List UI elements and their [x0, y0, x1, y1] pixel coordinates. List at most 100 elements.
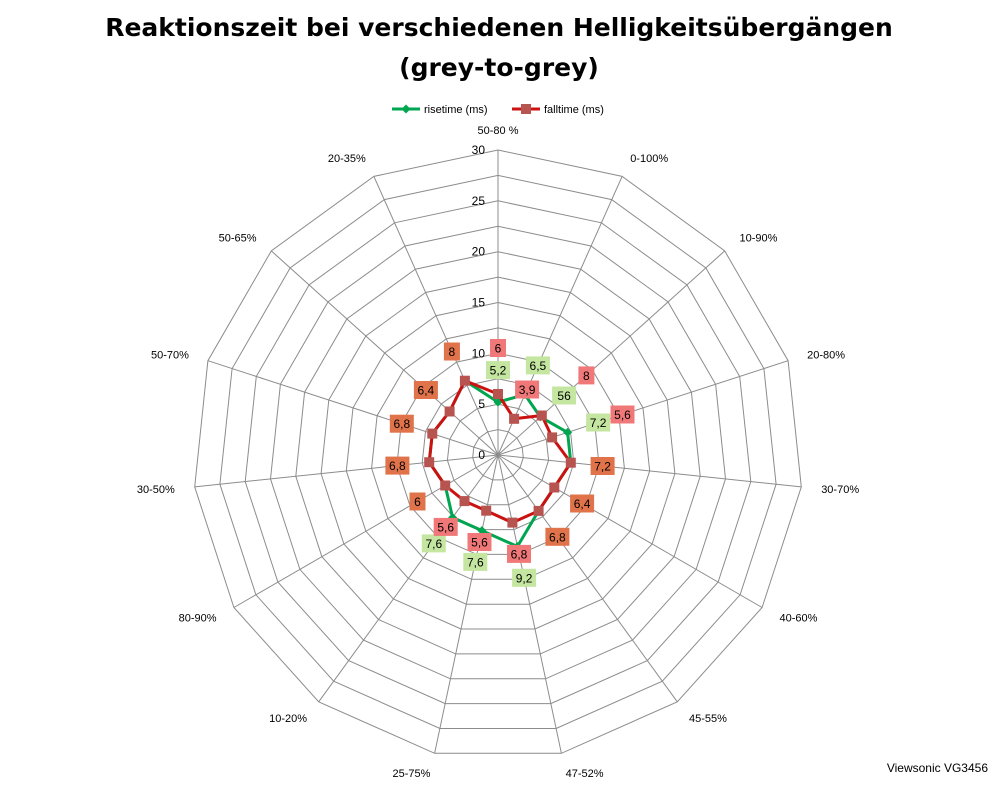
grid-spoke [318, 454, 499, 703]
data-label-box [389, 414, 414, 433]
grid-spoke [497, 360, 789, 456]
data-label-box [486, 361, 510, 380]
category-label: 30-50% [137, 484, 175, 496]
grid-spoke [497, 454, 763, 608]
falltime-marker [507, 517, 518, 528]
r-tick-label: 0 [478, 448, 485, 462]
grid-ring [421, 378, 575, 531]
category-label: 20-80% [807, 350, 845, 362]
data-label-box [507, 544, 531, 563]
data-label: 7,6 [425, 537, 442, 551]
category-label: 0-100% [630, 153, 668, 165]
data-label-box [421, 534, 446, 553]
falltime-marker [493, 389, 503, 399]
falltime-marker [481, 505, 492, 516]
r-tick-label: 25 [472, 194, 486, 208]
legend: risetime (ms) falltime (ms) [392, 104, 604, 116]
series-line-1 [427, 379, 573, 525]
grid-spoke [497, 454, 802, 488]
category-label: 30-70% [821, 484, 859, 496]
risetime-marker [563, 427, 573, 437]
data-label: 6,8 [511, 547, 528, 561]
falltime-marker [547, 432, 558, 443]
credit-text: Viewsonic VG3456 [886, 761, 988, 775]
r-tick-label: 20 [472, 245, 486, 259]
category-label: 50-80 % [478, 125, 519, 137]
data-label: 6,8 [393, 417, 410, 431]
data-label: 6,4 [574, 497, 591, 511]
category-label: 45-55% [689, 713, 727, 725]
data-label: 6,8 [549, 530, 566, 544]
radar-grid [194, 149, 802, 754]
grid-ring [396, 352, 600, 555]
data-label: 6 [414, 495, 421, 509]
r-tick-label: 5 [478, 397, 485, 411]
falltime-marker [533, 505, 544, 516]
chart-subtitle: (grey-to-grey) [399, 53, 599, 82]
r-tick-label: 15 [472, 296, 486, 310]
falltime-marker [427, 428, 438, 439]
falltime-marker [509, 413, 520, 424]
grid-ring [345, 301, 651, 605]
falltime-marker [459, 375, 470, 386]
data-label-box [578, 366, 595, 385]
data-label-box [512, 568, 537, 587]
data-label-box [545, 527, 570, 546]
falltime-marker [565, 457, 576, 468]
grid-ring [472, 429, 524, 481]
category-label: 25-75% [392, 768, 430, 780]
data-label: 5,2 [490, 364, 507, 378]
grid-spoke [373, 176, 499, 456]
grid-ring [194, 149, 802, 754]
grid-ring [295, 251, 701, 655]
falltime-marker [459, 496, 470, 507]
category-label: 40-60% [780, 613, 818, 625]
category-label: 10-20% [269, 713, 307, 725]
r-tick-label: 30 [472, 143, 486, 157]
category-label: 50-65% [219, 233, 257, 245]
falltime-marker [549, 482, 560, 493]
data-label-box [610, 405, 635, 424]
legend-label-0: risetime (ms) [424, 104, 488, 116]
radial-axis-ticks: 0 5 10 15 20 25 30 [472, 143, 486, 462]
data-label-box [552, 386, 577, 405]
data-label-box [409, 492, 426, 511]
data-label-box [413, 381, 438, 399]
data-label: 3,9 [519, 383, 536, 397]
data-labels: 5,266,53,9 5687,25,67,26,46,89,26,87,65,6… [385, 339, 635, 587]
category-label: 47-52% [566, 768, 604, 780]
data-label-box [433, 517, 458, 536]
category-label: 80-90% [179, 613, 217, 625]
data-label: 6 [495, 342, 502, 356]
grid-spoke [233, 454, 499, 608]
data-label-box [490, 339, 506, 357]
data-label: 56 [557, 389, 571, 403]
series-layer [424, 375, 576, 551]
falltime-marker [444, 406, 455, 417]
falltime-marker [536, 410, 547, 421]
legend-label-1: falltime (ms) [544, 104, 604, 116]
data-label: 7,2 [590, 416, 607, 430]
chart-title: Reaktionszeit bei verschiedenen Helligke… [0, 8, 998, 88]
grid-spoke [434, 454, 499, 754]
data-label-box [385, 456, 410, 475]
data-label: 5,6 [437, 520, 454, 534]
data-label-box [525, 356, 550, 375]
data-label-box [463, 552, 488, 571]
grid-ring [219, 174, 777, 729]
grid-spoke [270, 250, 499, 456]
r-tick-label: 10 [472, 346, 486, 360]
grid-ring [446, 403, 550, 506]
falltime-marker [440, 480, 451, 491]
data-label-box [515, 380, 540, 399]
category-label: 10-90% [740, 233, 778, 245]
category-label: 20-35% [328, 153, 366, 165]
data-label: 6,4 [418, 384, 435, 398]
data-label-box [467, 533, 492, 551]
data-label: 5,6 [614, 408, 631, 422]
data-label: 7,6 [467, 555, 484, 569]
category-labels: 50-80 % 0-100% 10-90% 20-80% 30-70% 40-60% 45-… [137, 125, 859, 780]
grid-ring [371, 327, 625, 580]
grid-spoke [194, 454, 499, 488]
